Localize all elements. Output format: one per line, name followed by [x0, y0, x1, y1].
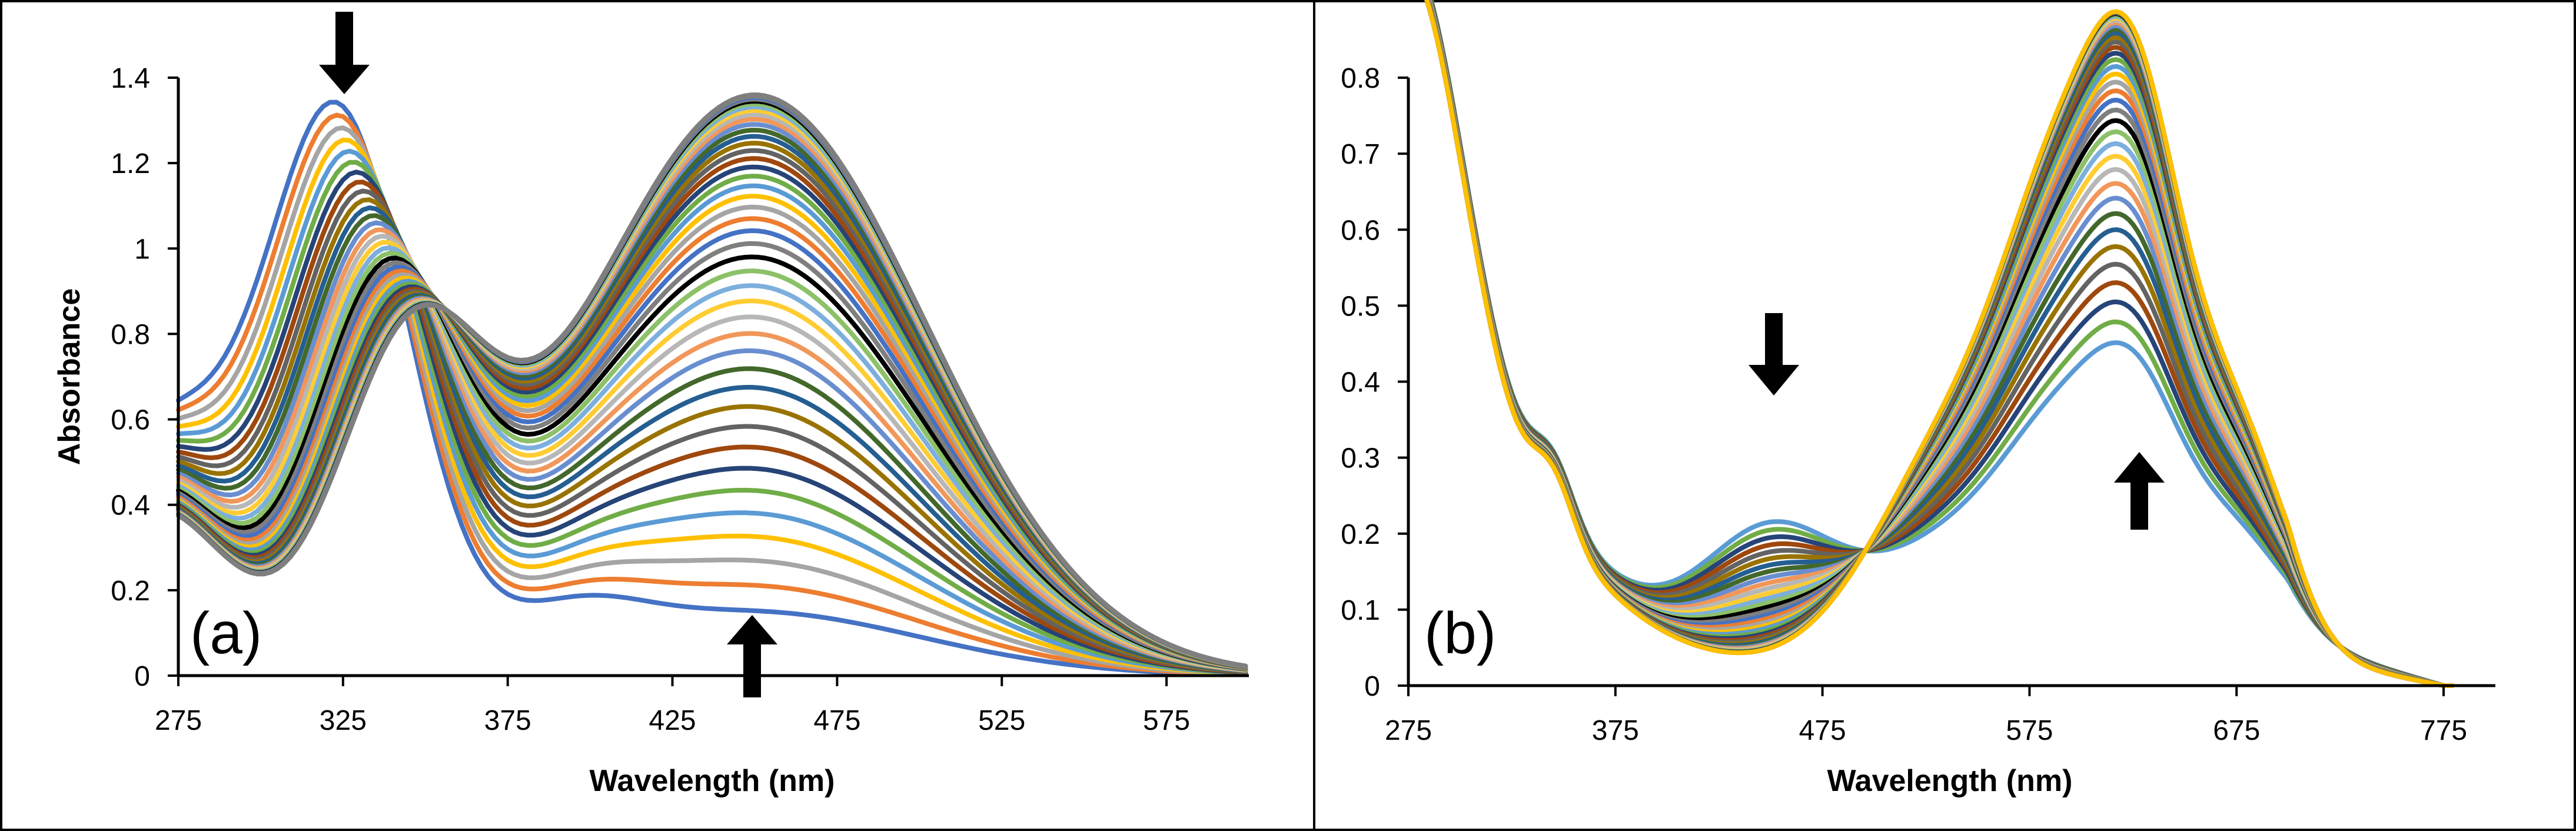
panel-b-y-tick-label: 0.5: [1341, 291, 1380, 322]
panel-a-chart: 275 325 375 425 475 525 575 0 0.2 0.4 0.6 0.8 1 1.2 1.…: [52, 12, 1249, 798]
panel-a-spectrum-line: [176, 169, 1248, 675]
panel-a-y-tick-label: 1: [134, 234, 150, 265]
panel-a-y-tick-label: 0: [134, 661, 150, 692]
panel-b-decrease-arrow-icon: [1749, 313, 1799, 395]
panel-b-spectrum-line: [1427, 0, 2455, 688]
panel-a-spectrum-line: [176, 137, 1248, 676]
panel-a-spectrum-line: [176, 99, 1248, 677]
panel-b-y-tick-label: 0.6: [1341, 215, 1380, 246]
panel-a-y-tick-label: 0.6: [111, 405, 150, 436]
panel-b-y-tick-label: 0: [1364, 671, 1380, 702]
panel-a-spectrum-line: [176, 159, 1248, 676]
panel-b-x-axis-title: Wavelength (nm): [1827, 764, 2073, 798]
panel-a-x-tick-label: 375: [484, 705, 531, 736]
panel-a-x-tick-label: 475: [813, 705, 860, 736]
panel-a-spectrum-line: [176, 92, 1248, 669]
panel-a-x-tick-label: 275: [155, 705, 202, 736]
panel-b-spectrum-line: [1424, 0, 2455, 688]
panel-a-x-axis-title: Wavelength (nm): [590, 764, 835, 798]
panel-a-spectrum-line: [176, 188, 1248, 674]
panel-a-y-tick-label: 0.4: [111, 490, 150, 521]
panel-a-x-tick-label: 525: [978, 705, 1025, 736]
panel-a-spectra: [176, 92, 1248, 677]
panel-b-y-tick-label: 0.2: [1341, 519, 1380, 550]
panel-b-increase-arrow-icon: [2114, 452, 2165, 530]
panel-a-y-axis-title: Absorbance: [52, 288, 87, 466]
panel-a-label: (a): [190, 600, 262, 666]
panel-a-x-tick-label: 575: [1143, 705, 1190, 736]
panel-a-y-tick-label: 1.4: [111, 63, 150, 94]
panel-b-x-tick-label: 275: [1385, 715, 1432, 746]
panel-a-spectrum-line: [176, 227, 1248, 673]
panel-b-x-tick-label: 775: [2420, 715, 2467, 746]
panel-a-spectrum-line: [176, 125, 1248, 677]
panel-b-x-tick-label: 575: [2006, 715, 2053, 746]
panel-a-y-tick-label: 0.8: [111, 319, 150, 350]
panel-b-ticks: 275 375 475 575 675 775 0 0.1 0.2 0.3 0.4 0.5 0.6 0.7…: [1341, 63, 2467, 746]
panel-b-x-tick-label: 475: [1799, 715, 1846, 746]
panel-a-x-tick-label: 325: [320, 705, 367, 736]
panel-b-x-tick-label: 375: [1592, 715, 1639, 746]
panel-b-y-tick-label: 0.1: [1341, 595, 1380, 626]
panel-a-spectrum-line: [176, 180, 1248, 675]
panel-b-label: (b): [1424, 600, 1496, 666]
panel-b-y-tick-label: 0.4: [1341, 367, 1380, 398]
panel-a-spectrum-line: [176, 148, 1248, 676]
panel-a-spectrum-line: [176, 220, 1248, 673]
panel-a-increase-arrow-icon: [727, 615, 777, 697]
panel-a-y-tick-label: 0.2: [111, 576, 150, 607]
panel-a-spectrum-line: [176, 240, 1248, 672]
panel-b-y-tick-label: 0.7: [1341, 139, 1380, 170]
panel-a-ticks: 275 325 375 425 475 525 575 0 0.2 0.4 0.6 0.8 1 1.2 1.…: [111, 63, 1190, 736]
panel-a-spectrum-line: [176, 205, 1248, 674]
panel-a-y-tick-label: 1.2: [111, 148, 150, 180]
panel-a-decrease-arrow-icon: [319, 12, 370, 94]
panel-b-y-tick-label: 0.8: [1341, 63, 1380, 94]
panel-a-spectrum-line: [176, 197, 1248, 674]
panel-b-chart: 275 375 475 575 675 775 0 0.1 0.2 0.3 0.4 0.5 0.6 0.7…: [1341, 0, 2495, 798]
panel-a-spectrum-line: [176, 213, 1248, 673]
panel-a-spectrum-line: [176, 234, 1248, 673]
panel-a-spectrum-line: [176, 112, 1248, 677]
panel-b-y-tick-label: 0.3: [1341, 443, 1380, 474]
panel-a-x-tick-label: 425: [649, 705, 696, 736]
panel-b-spectra: [1424, 0, 2455, 688]
panel-b-x-tick-label: 675: [2213, 715, 2260, 746]
